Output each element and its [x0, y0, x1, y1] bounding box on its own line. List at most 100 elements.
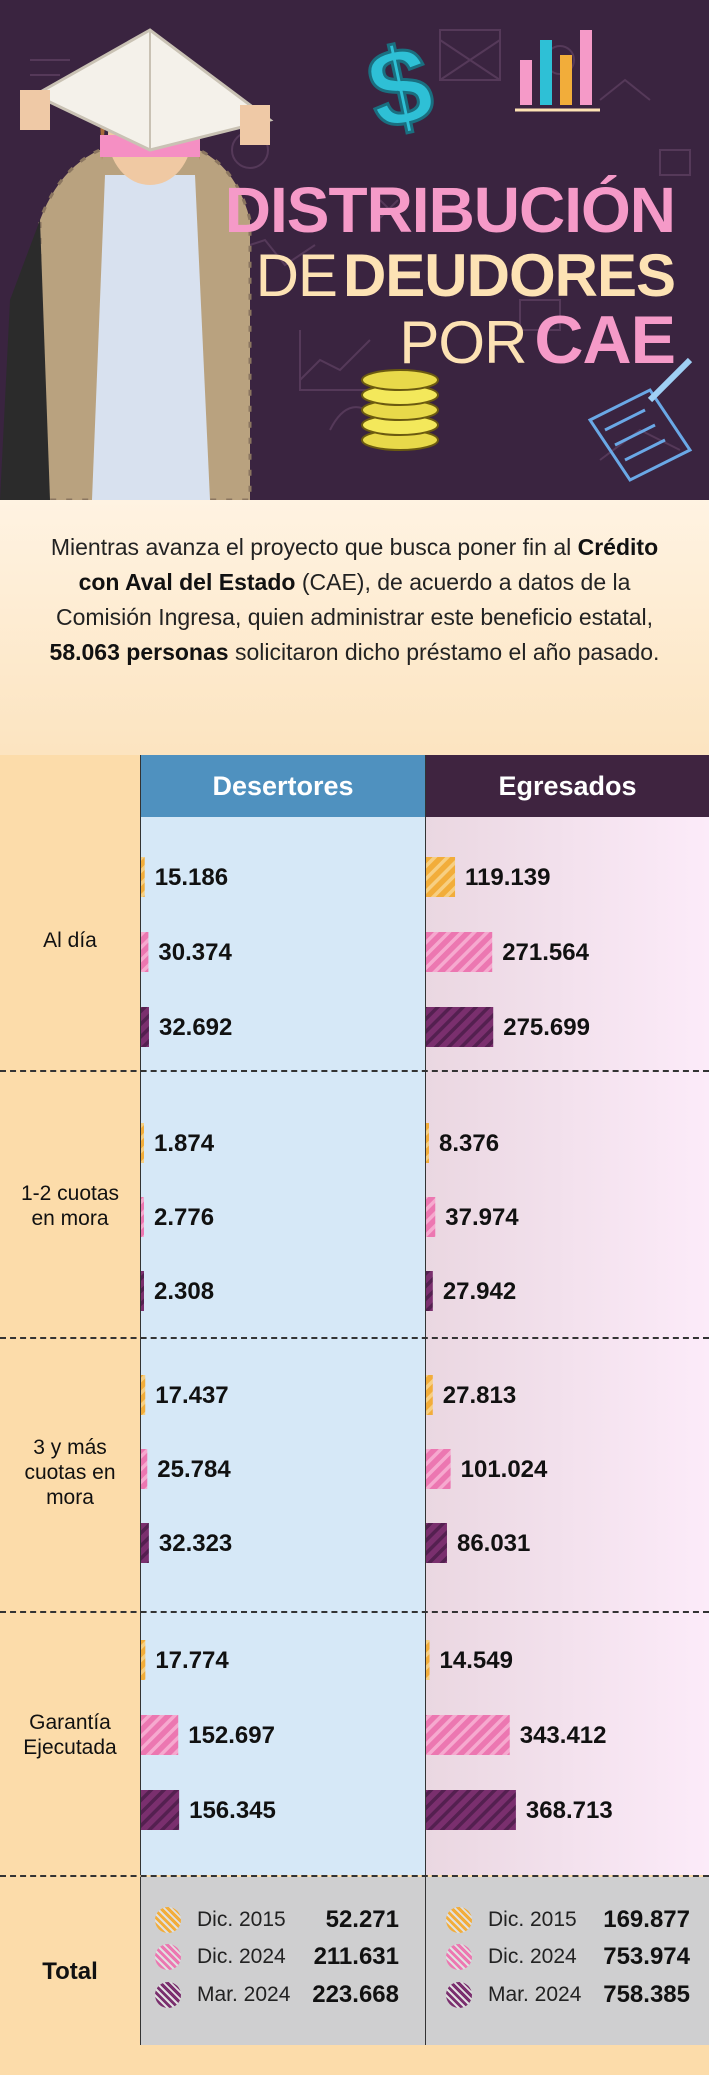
legend-swatch-icon [155, 1982, 181, 2008]
value-label-egresados-3-cuotas-dic-2015: 27.813 [442, 1382, 517, 1409]
title-line-3: POR CAE [399, 306, 676, 376]
hero-banner: $ [0, 0, 709, 500]
total-value: 211.631 [313, 1943, 399, 1970]
value-label-egresados-al-dia-mar-2024: 275.699 [503, 1014, 590, 1041]
bar-desertores-3-cuotas-mar-2024 [141, 1523, 149, 1563]
value-label-egresados-al-dia-dic-2015: 119.139 [465, 864, 551, 891]
bar-egresados-al-dia-dic-2015 [426, 857, 456, 897]
row-divider [0, 1070, 709, 1072]
intro-text-3: solicitaron dicho préstamo el año pasado… [228, 639, 660, 665]
total-value: 758.385 [603, 1981, 690, 2008]
category-label-garantia: Garantía Ejecutada [23, 1711, 117, 1759]
row-divider [0, 1611, 709, 1613]
bar-egresados-1-2-cuotas-mar-2024 [426, 1271, 433, 1311]
total-row-egresados-mar-2024: Mar. 2024 758.385 [446, 1980, 690, 2010]
value-label-egresados-1-2-cuotas-dic-2015: 8.376 [439, 1130, 500, 1157]
value-label-egresados-al-dia-dic-2024: 271.564 [502, 939, 589, 966]
intro-text-1: Mientras avanza el proyecto que busca po… [50, 534, 578, 560]
bar-egresados-3-cuotas-mar-2024 [426, 1523, 447, 1563]
dollar-sign-icon: $ [356, 20, 444, 156]
coin-stack-icon [361, 369, 439, 451]
bar-desertores-al-dia-dic-2024 [141, 932, 149, 972]
value-label-desertores-garantia-dic-2015: 17.774 [155, 1647, 229, 1674]
total-date: Dic. 2015 [488, 1908, 577, 1931]
value-label-desertores-3-cuotas-dic-2015: 17.437 [155, 1382, 229, 1409]
total-row-desertores-dic-2015: Dic. 2015 52.271 [155, 1905, 399, 1935]
title-line-1: DISTRIBUCIÓN [224, 174, 676, 246]
value-label-desertores-garantia-mar-2024: 156.345 [189, 1797, 276, 1824]
bar-egresados-garantia-mar-2024 [426, 1790, 516, 1830]
total-row-egresados-dic-2015: Dic. 2015 169.877 [446, 1905, 690, 1935]
bar-chart-icon [515, 30, 600, 112]
bar-egresados-al-dia-dic-2024 [426, 932, 493, 972]
bar-egresados-1-2-cuotas-dic-2015 [426, 1123, 429, 1163]
category-label-1-2-cuotas: 1-2 cuotas en mora [20, 1182, 120, 1230]
total-date: Dic. 2024 [488, 1945, 577, 1968]
bar-desertores-garantia-dic-2015 [141, 1640, 146, 1680]
legend-swatch-icon [155, 1907, 181, 1933]
desertores-total-panel [140, 1877, 425, 2045]
value-label-egresados-3-cuotas-dic-2024: 101.024 [460, 1456, 548, 1483]
intro-bold-1: Crédito con Aval del Estado [78, 534, 659, 595]
category-label-al-dia: Al día [43, 929, 97, 952]
value-label-desertores-3-cuotas-mar-2024: 32.323 [158, 1530, 233, 1557]
total-value: 169.877 [603, 1906, 690, 1933]
value-label-desertores-al-dia-dic-2015: 15.186 [154, 864, 229, 891]
total-date: Mar. 2024 [197, 1983, 291, 2006]
pen-paper-icon [587, 357, 693, 482]
legend-swatch-icon [446, 1907, 472, 1933]
desertores-column [140, 755, 425, 1875]
intro-bold-2: 58.063 personas [49, 639, 229, 665]
bar-desertores-1-2-cuotas-mar-2024 [141, 1271, 144, 1311]
hero-illustration: $ [0, 20, 693, 500]
total-value: 753.974 [603, 1943, 690, 1970]
egresados-total-panel [425, 1877, 709, 2045]
value-label-desertores-1-2-cuotas-dic-2024: 2.776 [154, 1204, 215, 1231]
debtors-chart: Desertores Egresados Al día 1-2 cuotas e… [0, 755, 709, 2075]
total-row-desertores-dic-2024: Dic. 2024 211.631 [155, 1942, 399, 1972]
bar-desertores-1-2-cuotas-dic-2015 [141, 1123, 144, 1163]
value-label-desertores-1-2-cuotas-mar-2024: 2.308 [154, 1278, 215, 1305]
value-label-desertores-al-dia-dic-2024: 30.374 [158, 939, 232, 966]
value-label-desertores-1-2-cuotas-dic-2015: 1.874 [154, 1130, 215, 1157]
total-value: 223.668 [312, 1981, 399, 2008]
total-row-desertores-mar-2024: Mar. 2024 223.668 [155, 1980, 399, 2010]
total-date: Mar. 2024 [488, 1983, 582, 2006]
row-divider [0, 1875, 709, 1877]
title-line-3-bold: CAE [534, 302, 676, 378]
bar-desertores-garantia-mar-2024 [141, 1790, 180, 1830]
bar-desertores-3-cuotas-dic-2024 [141, 1449, 148, 1489]
bar-desertores-3-cuotas-dic-2015 [141, 1375, 146, 1415]
total-date: Dic. 2015 [197, 1908, 286, 1931]
student-photo-illustration [0, 28, 274, 500]
value-label-egresados-1-2-cuotas-dic-2024: 37.974 [445, 1204, 519, 1231]
legend-swatch-icon [446, 1982, 472, 2008]
bar-desertores-al-dia-mar-2024 [141, 1007, 149, 1047]
bar-marks [141, 857, 516, 1830]
egresados-header: Egresados [425, 755, 709, 817]
value-label-egresados-3-cuotas-mar-2024: 86.031 [456, 1530, 531, 1557]
total-value: 52.271 [325, 1906, 399, 1933]
intro-paragraph: Mientras avanza el proyecto que busca po… [30, 530, 679, 670]
value-label-egresados-garantia-dic-2024: 343.412 [519, 1722, 607, 1749]
total-row-egresados-dic-2024: Dic. 2024 753.974 [446, 1942, 690, 1972]
title-line-2-bold: DEUDORES [342, 242, 676, 309]
title-line-2: DE DEUDORES [256, 246, 676, 306]
category-label-3-cuotas: 3 y más cuotas en mora [24, 1436, 116, 1509]
svg-text:$: $ [357, 21, 442, 154]
bar-egresados-3-cuotas-dic-2024 [426, 1449, 451, 1489]
bar-egresados-garantia-dic-2024 [426, 1715, 510, 1755]
value-label-egresados-1-2-cuotas-mar-2024: 27.942 [442, 1278, 517, 1305]
title-line-3-thin: POR [399, 309, 527, 376]
bar-egresados-1-2-cuotas-dic-2024 [426, 1197, 436, 1237]
intro-text-2: (CAE), de acuerdo a datos de la Comisión… [55, 569, 654, 630]
bar-egresados-al-dia-mar-2024 [426, 1007, 494, 1047]
value-label-desertores-al-dia-mar-2024: 32.692 [158, 1014, 233, 1041]
bar-desertores-garantia-dic-2024 [141, 1715, 179, 1755]
total-date: Dic. 2024 [197, 1945, 286, 1968]
intro-section: Mientras avanza el proyecto que busca po… [0, 500, 709, 755]
value-label-desertores-garantia-dic-2024: 152.697 [188, 1722, 275, 1749]
bar-egresados-garantia-dic-2015 [426, 1640, 430, 1680]
value-label-egresados-garantia-dic-2015: 14.549 [439, 1647, 513, 1674]
value-label-egresados-garantia-mar-2024: 368.713 [525, 1797, 613, 1824]
